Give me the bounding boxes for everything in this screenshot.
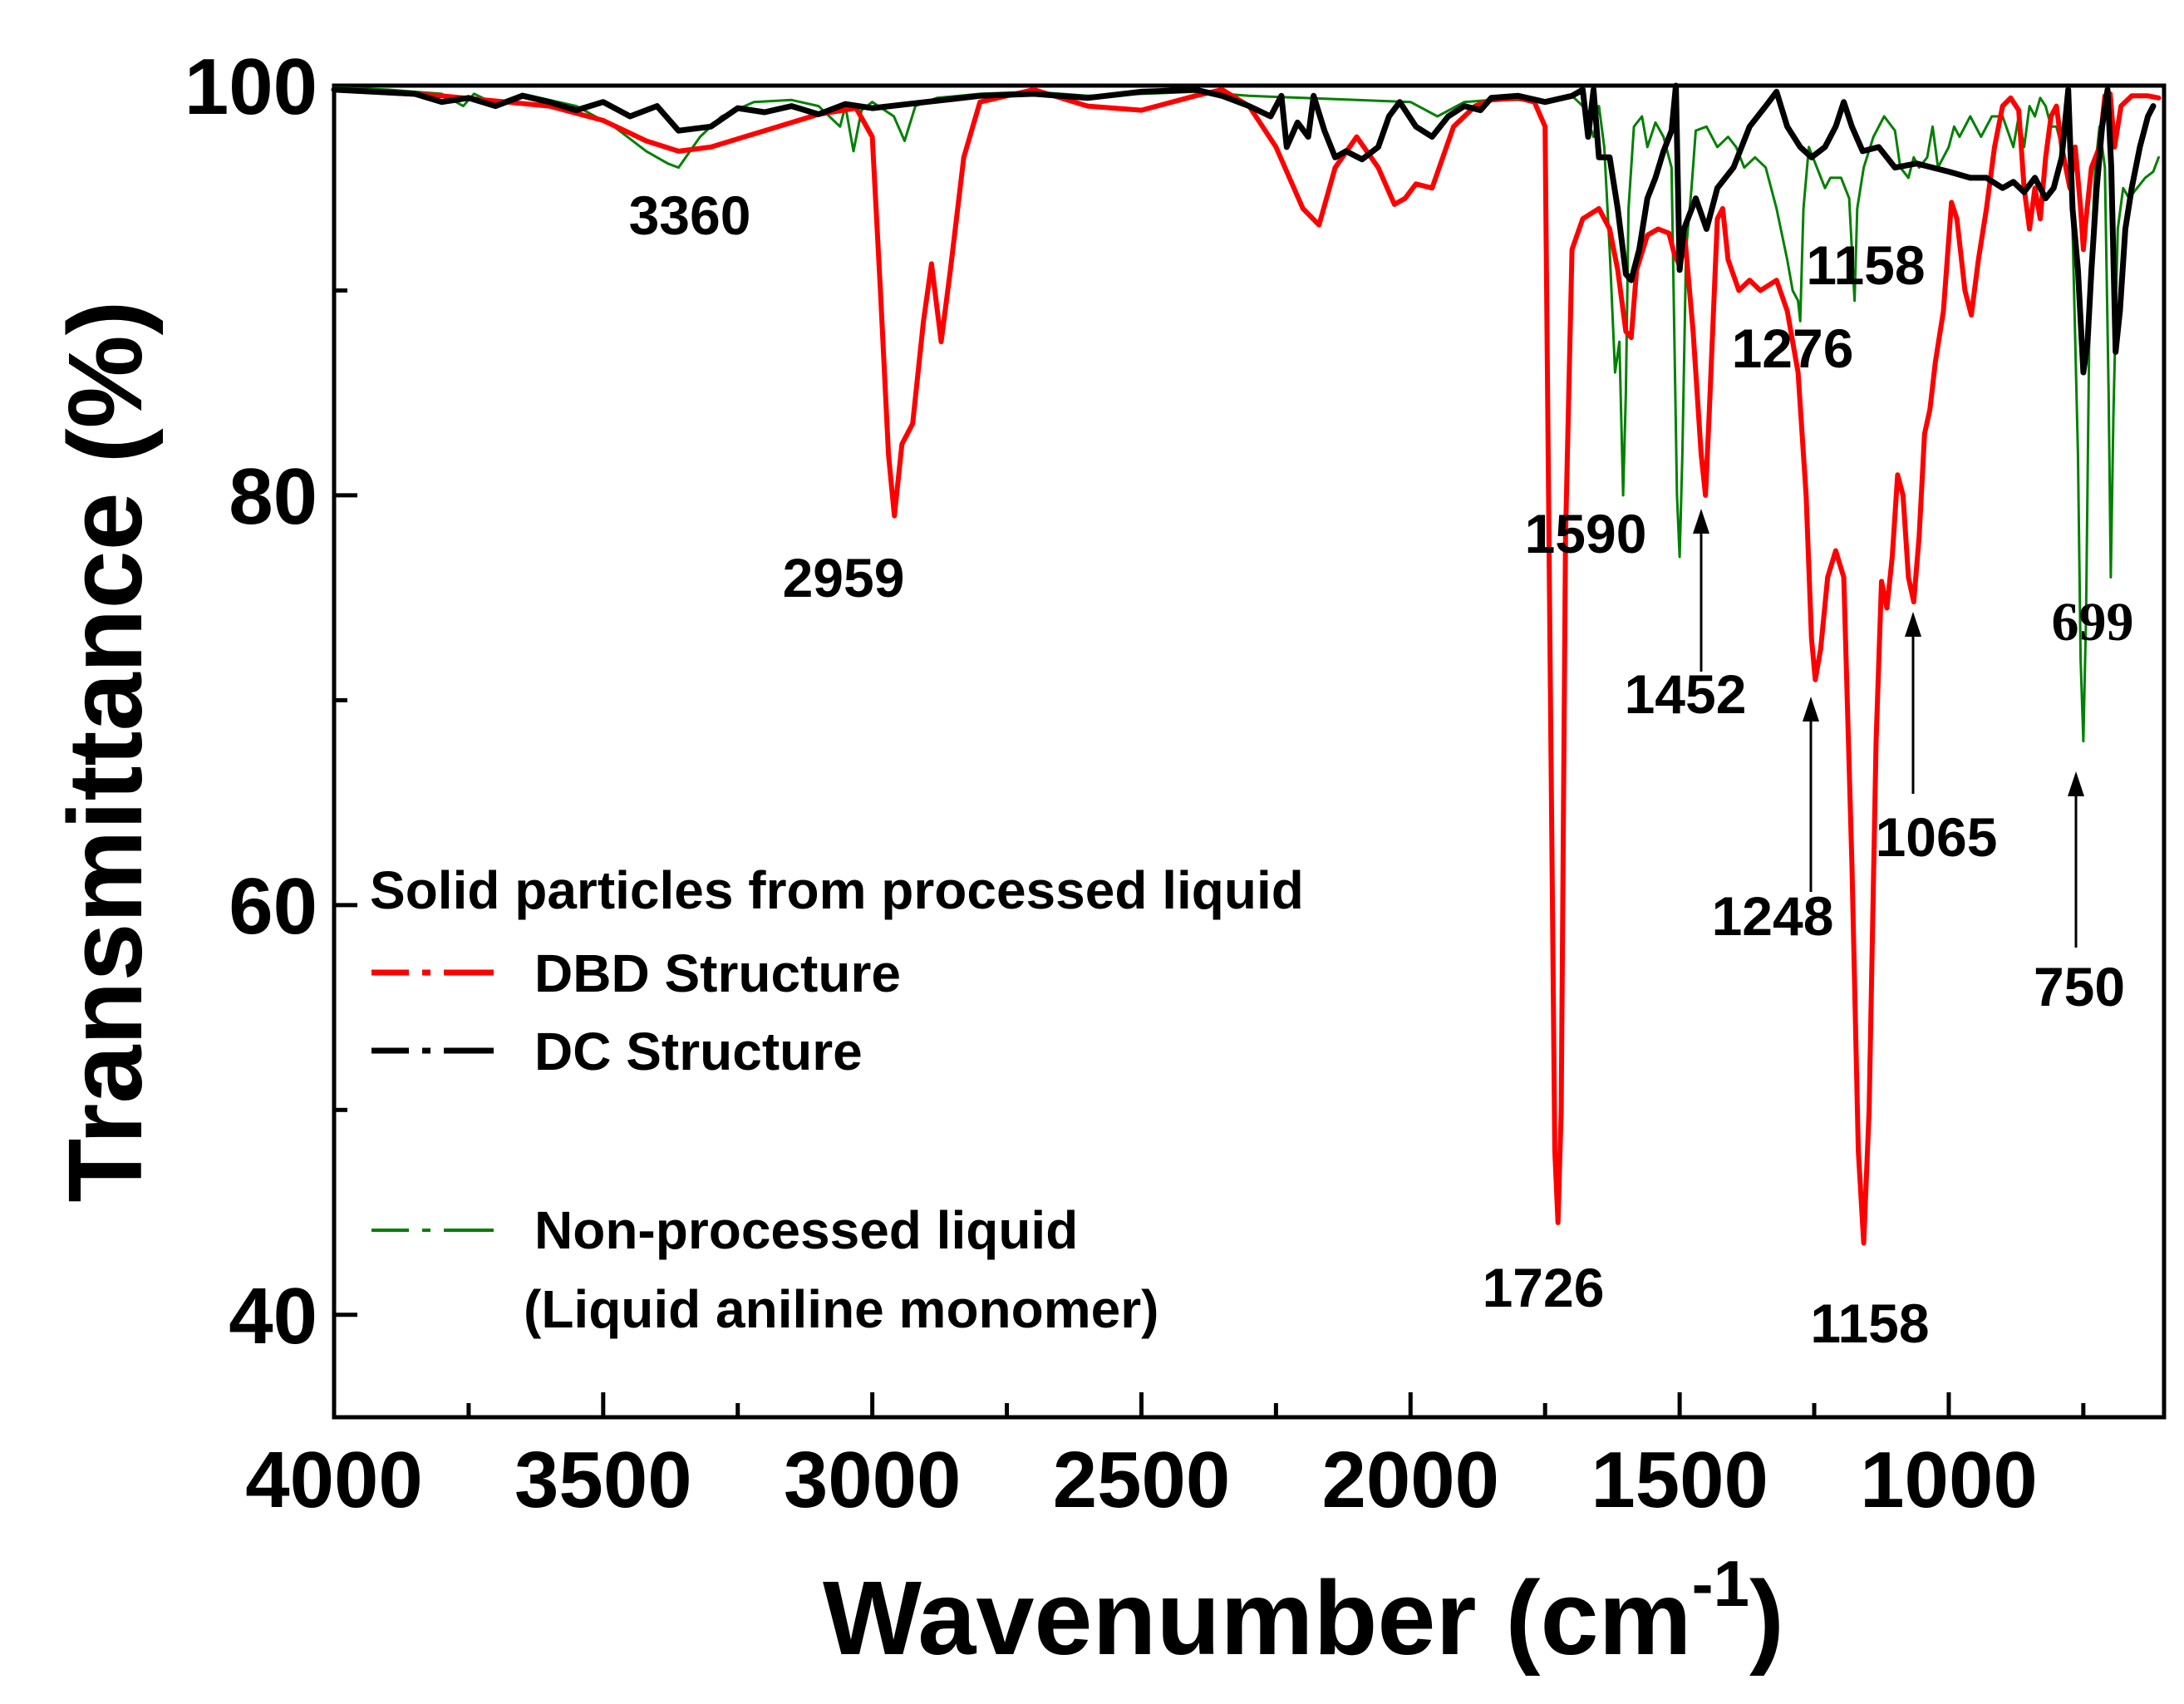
peak-label-3360: 3360 — [629, 185, 751, 246]
y-axis-title: Transmittance (%) — [47, 300, 164, 1202]
axis-ticks — [332, 83, 2086, 1417]
x-tick-label: 2500 — [1053, 1436, 1231, 1524]
y-tick-label: 100 — [184, 42, 317, 131]
x-tick-label: 3000 — [784, 1436, 962, 1524]
x-axis-title: Wavenumber (cm-1) — [823, 1547, 1784, 1677]
y-tick-label: 80 — [229, 452, 317, 541]
x-axis-title-main: Wavenumber (cm — [823, 1559, 1692, 1677]
x-axis-title-close: ) — [1749, 1559, 1784, 1677]
legend-title: Solid particles from processed liquid — [370, 860, 1304, 920]
peak-label-1276: 1276 — [1732, 318, 1854, 379]
x-axis-title-sup: -1 — [1692, 1547, 1749, 1620]
annotation-arrow-head — [1905, 612, 1921, 637]
peak-label-1158: 1158 — [1806, 234, 1925, 296]
annotation-arrows — [1693, 509, 2084, 948]
x-tick-label: 1000 — [1860, 1436, 2038, 1524]
peak-label-750: 750 — [2034, 956, 2125, 1017]
y-tick-label: 60 — [229, 862, 317, 951]
legend-label-nonprocessed: Non-processed liquid — [534, 1200, 1078, 1260]
annotation-arrow-head — [1693, 509, 1709, 534]
x-tick-label: 2000 — [1322, 1436, 1500, 1524]
series-layer — [331, 82, 2162, 1246]
plot-frame — [332, 83, 2167, 1420]
series-line-dc-structure — [331, 82, 2157, 376]
x-tick-label: 4000 — [245, 1436, 423, 1524]
peak-label-1452: 1452 — [1625, 663, 1747, 725]
peak-label-1248: 1248 — [1712, 885, 1834, 947]
peak-label-699: 699 — [2052, 592, 2134, 653]
tick-labels: 4000 3500 3000 2500 2000 1500 1000 40 60 80 100 — [184, 42, 2038, 1524]
x-tick-label: 3500 — [514, 1436, 692, 1524]
annotation-arrow-head — [1803, 697, 1819, 721]
y-tick-label: 40 — [229, 1272, 317, 1361]
peak-label-1590: 1590 — [1525, 503, 1647, 564]
legend: Solid particles from processed liquid DB… — [370, 860, 1304, 1339]
peak-annotations: 3360 2959 1590 1158 1276 1452 1248 1065 699 750 17… — [629, 185, 2134, 1354]
legend-label-dc: DC Structure — [534, 1022, 863, 1081]
peak-label-2959: 2959 — [783, 547, 905, 608]
legend-label-dbd: DBD Structure — [534, 943, 901, 1003]
peak-label-1726: 1726 — [1483, 1257, 1605, 1318]
peak-label-1065: 1065 — [1876, 806, 1998, 868]
series-line-non-processed-liquid — [332, 86, 2160, 743]
annotation-arrow-head — [2068, 771, 2084, 796]
x-tick-label: 1500 — [1591, 1436, 1768, 1524]
legend-label-nonprocessed-sub: (Liquid aniline monomer) — [524, 1279, 1158, 1339]
peak-label-1158: 1158 — [1810, 1293, 1929, 1354]
